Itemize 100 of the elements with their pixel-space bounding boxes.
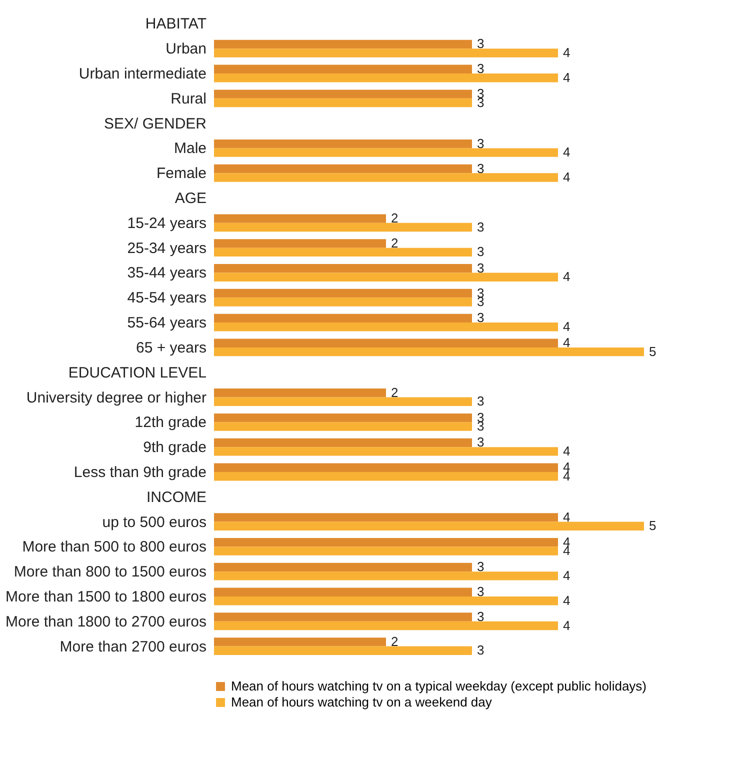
data-label: 4 — [563, 509, 570, 524]
data-label: 4 — [563, 70, 570, 85]
bar — [214, 288, 472, 298]
y-tick-label: Female — [156, 165, 206, 182]
bar — [214, 447, 558, 456]
bar — [214, 148, 558, 157]
data-label: 3 — [477, 434, 484, 450]
bar — [214, 588, 472, 596]
bar — [214, 522, 644, 530]
data-label: 2 — [391, 235, 398, 250]
bar — [214, 48, 558, 58]
bar — [214, 463, 558, 472]
data-label: 4 — [563, 44, 570, 60]
bar — [214, 322, 558, 332]
bar — [214, 596, 558, 606]
bar — [214, 388, 386, 398]
data-label: 2 — [391, 384, 398, 400]
data-label: 4 — [563, 335, 570, 350]
data-label: 3 — [477, 559, 484, 574]
bar — [214, 264, 472, 273]
y-tick-label: 12th grade — [134, 414, 206, 432]
data-label: 3 — [477, 260, 484, 276]
data-label: 3 — [477, 244, 484, 260]
bar — [214, 140, 472, 148]
data-label: 4 — [563, 568, 570, 583]
bar — [214, 338, 558, 348]
legend-label: Mean of hours watching tv on a weekend day — [231, 694, 492, 710]
y-tick-label: Less than 9th grade — [74, 464, 206, 481]
data-label: 2 — [391, 634, 398, 649]
legend-label: Mean of hours watching tv on a typical weekday (except public holidays) — [231, 678, 646, 694]
y-tick-label: 45-54 years — [127, 290, 206, 307]
data-label: 3 — [477, 394, 484, 409]
data-label: 4 — [563, 144, 570, 160]
bar — [214, 239, 386, 248]
bar — [214, 298, 472, 306]
bar — [214, 164, 472, 174]
bar — [214, 572, 558, 580]
y-tick-label: 65 + years — [136, 339, 206, 356]
data-label: 4 — [563, 169, 570, 184]
bar — [214, 248, 472, 257]
y-tick-label: up to 500 euros — [102, 514, 206, 531]
data-label: 5 — [649, 518, 656, 534]
bar — [214, 272, 558, 282]
y-tick-label: More than 1500 to 1800 euros — [6, 588, 206, 606]
y-tick-label: Urban intermediate — [78, 66, 206, 83]
data-label: 4 — [563, 592, 570, 608]
data-label: 4 — [563, 618, 570, 633]
y-tick-label: Rural — [170, 90, 206, 108]
bar — [214, 413, 472, 422]
data-label: 2 — [391, 210, 398, 226]
data-label: 3 — [477, 609, 484, 624]
bar — [214, 90, 472, 98]
y-tick-label: More than 500 to 800 euros — [22, 538, 206, 556]
y-tick-label: University degree or higher — [26, 389, 206, 406]
bar — [214, 98, 472, 108]
bar — [214, 472, 558, 481]
bar — [214, 222, 472, 232]
bar — [214, 314, 472, 323]
data-label: 3 — [477, 61, 484, 76]
y-tick-label: More than 2700 euros — [60, 638, 206, 656]
bar — [214, 214, 386, 223]
bar — [214, 513, 558, 522]
bar — [214, 638, 386, 646]
y-tick-label: SEX/ GENDER — [104, 115, 207, 132]
y-tick-label: 35-44 years — [127, 264, 206, 282]
bar — [214, 646, 472, 656]
data-label: 3 — [477, 642, 484, 658]
y-tick-label: 25-34 years — [127, 240, 206, 257]
data-label: 3 — [477, 584, 484, 600]
y-tick-label: Male — [174, 140, 206, 158]
data-label: 4 — [563, 443, 570, 458]
bar — [214, 546, 558, 556]
bar — [214, 538, 558, 547]
bar — [214, 621, 558, 630]
data-label: 3 — [477, 160, 484, 176]
y-tick-label: INCOME — [146, 488, 206, 506]
data-label: 3 — [477, 310, 484, 326]
bar — [214, 397, 472, 406]
bar — [214, 562, 472, 572]
y-tick-label: AGE — [174, 190, 206, 208]
y-tick-label: HABITAT — [145, 16, 206, 33]
data-label: 3 — [477, 219, 484, 234]
data-label: 3 — [477, 136, 484, 151]
y-tick-label: More than 1800 to 2700 euros — [6, 613, 206, 630]
bar — [214, 612, 472, 622]
data-label: 4 — [563, 318, 570, 334]
data-label: 4 — [563, 269, 570, 284]
y-tick-label: More than 800 to 1500 euros — [14, 564, 206, 581]
bar — [214, 422, 472, 431]
y-tick-label: 9th grade — [143, 439, 206, 456]
data-label: 3 — [477, 36, 484, 52]
bar — [214, 64, 472, 74]
y-tick-label: 55-64 years — [127, 314, 206, 332]
bar — [214, 347, 644, 356]
bar — [214, 438, 472, 448]
bar — [214, 74, 558, 82]
y-tick-label: EDUCATION LEVEL — [68, 364, 206, 382]
data-label: 5 — [649, 344, 656, 359]
bar — [214, 40, 472, 49]
y-tick-label: 15-24 years — [127, 214, 206, 232]
